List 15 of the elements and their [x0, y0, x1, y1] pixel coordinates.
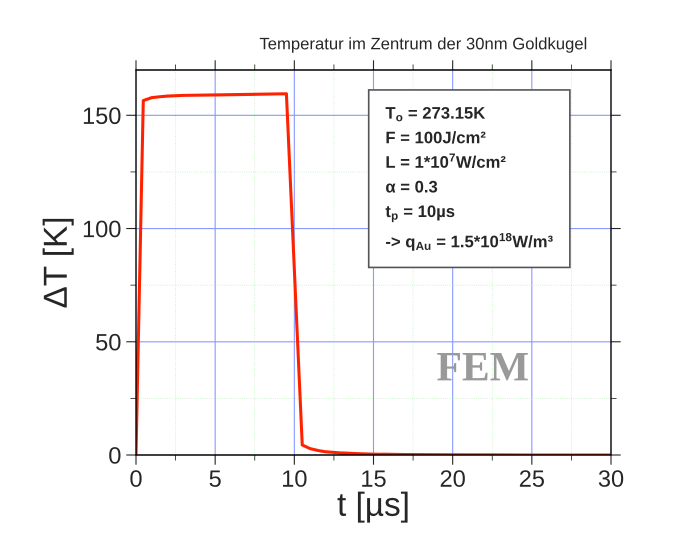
x-tick-label: 0 — [130, 470, 142, 487]
y-tick-label: 150 — [84, 107, 120, 124]
x-tick-label: 5 — [210, 470, 221, 487]
x-tick-label: 20 — [440, 470, 465, 487]
x-tick-label: 25 — [520, 470, 544, 487]
chart-title: Temperatur im Zentrum der 30nm Goldkugel — [260, 37, 586, 53]
x-tick-label: 10 — [283, 470, 307, 487]
text: T$_{o}$ = 273.15K F = 100J/cm² L = 1*10$^{7}$W/cm² α = 0.3 t$_{p}$ = 10µs -> q$_{Au}$ = 1.5*10$^{18}$W/m³ — [386, 106, 553, 251]
y-tick-label: 50 — [96, 334, 120, 351]
x-axis-title: t [µs] — [338, 492, 408, 523]
y-axis-title: ΔT [K] — [42, 218, 74, 308]
y-tick-label: 0 — [109, 447, 120, 464]
y-tick-label: 100 — [84, 220, 120, 238]
x-tick-label: 15 — [362, 470, 386, 487]
x-tick-label: 30 — [598, 470, 624, 487]
